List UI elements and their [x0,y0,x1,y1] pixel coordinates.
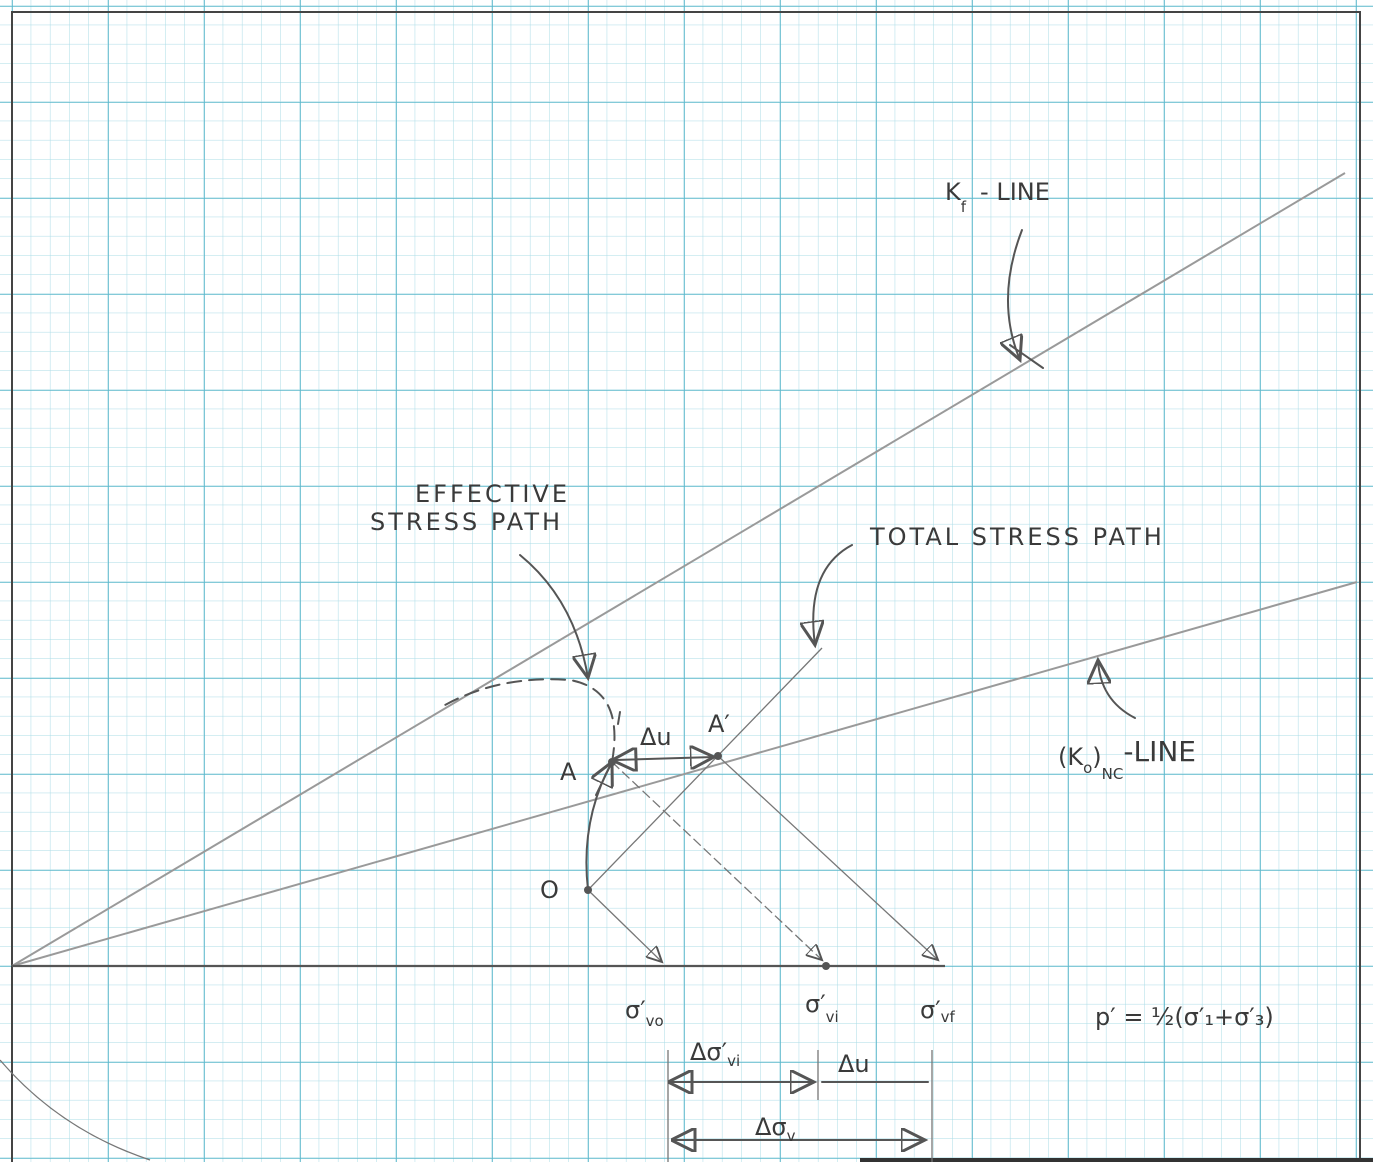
axis-label: σ′vo [625,996,664,1030]
text-part: Δσ′ [690,1038,727,1066]
label-o: O [540,876,559,904]
dim-label: Δu [838,1050,870,1078]
pointer [1098,660,1136,719]
projection [717,755,938,960]
delta-u-arrow [616,757,714,760]
text-part: σ′ [920,996,941,1024]
stray-curve [0,1059,151,1161]
projection [587,889,662,962]
text-part: vo [646,1012,664,1030]
pointer [813,544,853,645]
text-part: -LINE [1123,735,1196,768]
text-part: vi [826,1008,839,1026]
frame [11,11,1361,1162]
k0-line [11,581,1358,967]
text-part: Δσ [755,1113,787,1141]
axis-label: σ′vi [805,990,839,1026]
pointer [519,554,588,678]
effective-stress-path-dashed [444,678,616,763]
k0-label: (Ko)NC-LINE [1058,735,1196,783]
text-part: NC [1102,765,1124,783]
point-a-prime [714,752,722,760]
p-label: p′ = ½(σ′₁+σ′₃) [1095,1003,1274,1031]
tick [617,711,621,725]
point-vi [822,962,830,970]
total-label: TOTAL STRESS PATH [869,523,1165,551]
dim-label: Δσv [755,1113,796,1145]
effective-label: STRESS PATH [370,508,563,536]
text-part: ) [1092,743,1101,771]
axis-label: σ′vf [920,996,956,1026]
text-part: - LINE [980,178,1050,206]
dim-label: Δσ′vi [690,1038,740,1070]
text-part: σ′ [805,990,826,1018]
effective-label: EFFECTIVE [415,480,570,508]
text-part: K [945,178,962,206]
text-part: vi [727,1052,740,1070]
text-part: (K [1058,743,1084,771]
path-arrow [596,762,612,796]
kf-label: Kf - LINE [945,178,1050,216]
text-part: σ′ [625,996,646,1024]
pointer [1008,229,1022,360]
point-o [584,886,592,894]
text-part: o [1083,759,1092,777]
label-a: A [560,758,577,786]
label-a-prime: A′ [708,710,730,738]
delta-u-label: Δu [640,723,672,751]
tick [1009,344,1044,369]
projection [611,761,822,960]
text-part: v [787,1127,796,1145]
point-a [608,758,616,766]
kf-line [11,172,1346,967]
text-part: vf [941,1008,956,1026]
text-part: f [961,198,967,216]
